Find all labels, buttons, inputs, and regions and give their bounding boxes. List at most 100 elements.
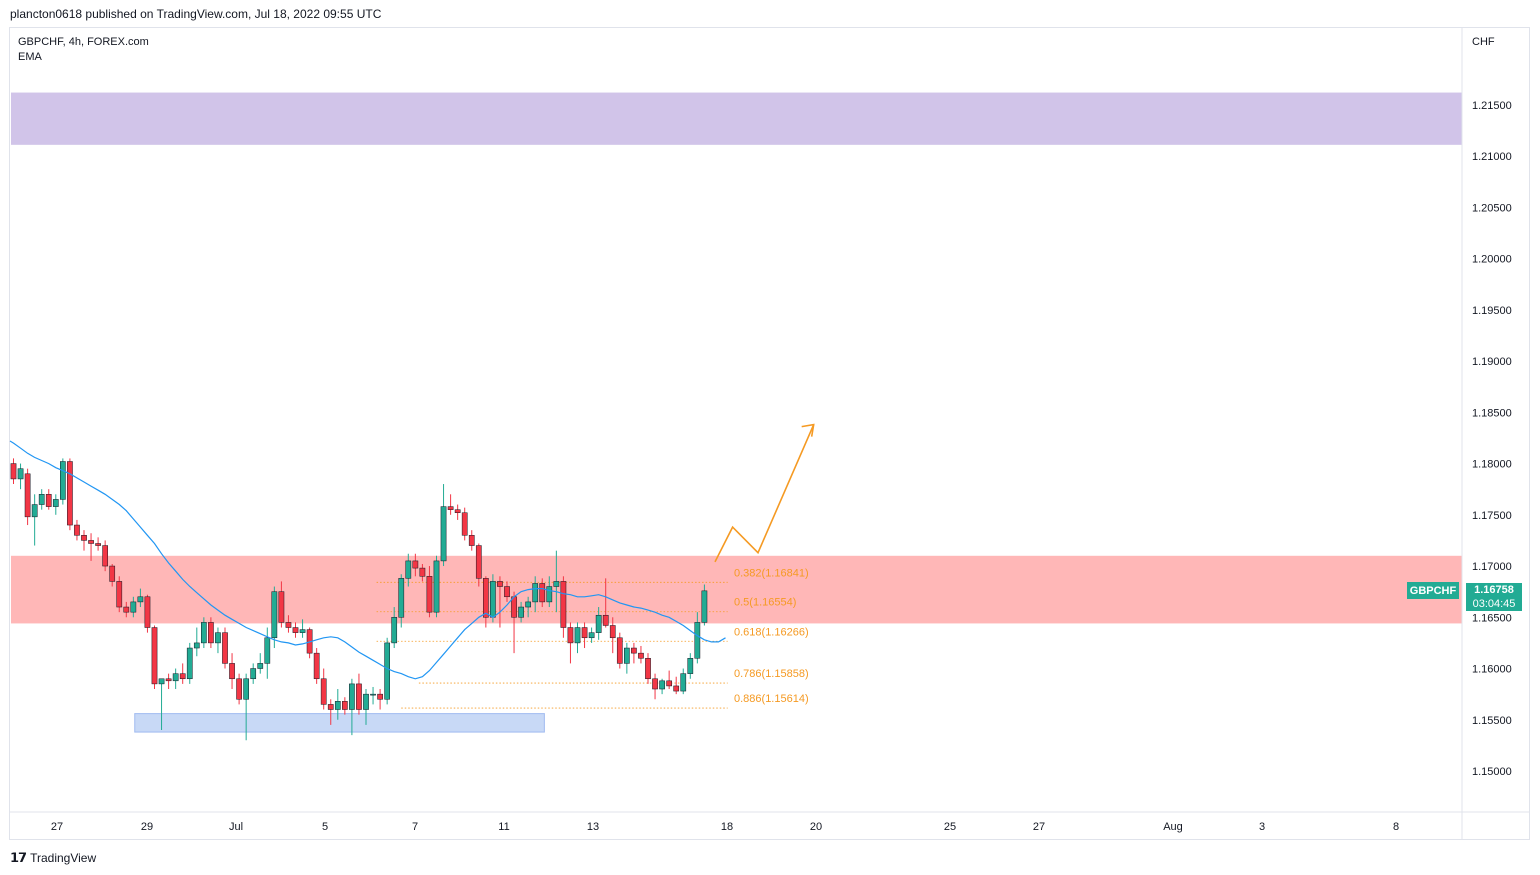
time-tick-label: 29 — [141, 821, 153, 833]
candle-body — [560, 581, 567, 628]
candle-body — [398, 578, 405, 618]
candle-body — [631, 647, 637, 654]
candle-body — [384, 642, 390, 700]
candle-body — [666, 680, 672, 687]
candle-body — [102, 545, 109, 567]
candle-body — [525, 601, 531, 608]
candle-body — [144, 596, 151, 628]
candle-body — [67, 461, 73, 526]
candle-body — [490, 581, 496, 618]
time-tick-label: 25 — [944, 821, 956, 833]
candle-body — [412, 560, 419, 569]
candle-body — [461, 512, 468, 536]
candle-body — [88, 540, 94, 544]
candle-body — [24, 473, 31, 518]
candle-body — [546, 586, 553, 603]
time-tick-label: 20 — [810, 821, 822, 833]
candle-body — [624, 647, 630, 664]
candle-body — [687, 658, 694, 674]
time-tick-label: Aug — [1163, 821, 1183, 833]
candle-body — [581, 627, 588, 639]
candle-body — [60, 461, 66, 500]
price-tick-label: 1.20000 — [1472, 254, 1512, 266]
price-tick-label: 1.16500 — [1472, 612, 1512, 624]
time-tick-label: 8 — [1393, 821, 1399, 833]
candle-body — [518, 606, 524, 618]
price-tick-label: 1.15000 — [1472, 766, 1512, 778]
time-tick-label: 11 — [498, 821, 509, 833]
price-axis: 1.21500 1.21000 1.20500 1.20000 1.19500 1.190… — [1472, 100, 1512, 778]
candle-body — [151, 627, 158, 685]
candle-body — [468, 535, 475, 546]
candle-body — [694, 622, 701, 659]
candle-body — [327, 704, 334, 710]
candle-body — [81, 535, 87, 541]
candle-body — [10, 463, 17, 480]
candle-body — [370, 693, 376, 696]
candle-body — [638, 652, 644, 659]
candle-body — [602, 614, 609, 626]
fibonacci-layer: 0.382(1.16841) 0.5(1.16554) 0.618(1.16266)… — [376, 567, 809, 709]
currency-label: CHF — [1472, 36, 1495, 48]
candle-body — [116, 581, 123, 608]
candle-body — [38, 494, 45, 505]
price-tick-label: 1.17500 — [1472, 510, 1512, 522]
candle-body — [356, 683, 362, 710]
candle-body — [292, 627, 299, 633]
candle-body — [257, 663, 264, 669]
tradingview-brand[interactable]: 𝟭𝟳 TradingView — [10, 850, 96, 866]
candle-body — [172, 673, 179, 682]
candle-body — [137, 596, 144, 603]
candle-body — [504, 586, 510, 598]
projection-path — [714, 424, 815, 563]
candle-body — [454, 509, 461, 513]
candle-body — [95, 543, 101, 546]
candle-body — [320, 678, 327, 705]
time-tick-label: 27 — [1033, 821, 1045, 833]
candle-body — [595, 614, 602, 633]
candle-body — [109, 565, 116, 582]
candle-body — [17, 468, 24, 480]
candle-body — [701, 590, 708, 623]
projection-layer — [714, 423, 815, 563]
candle-body — [264, 637, 271, 664]
time-tick-label: 7 — [412, 821, 418, 833]
price-tick-label: 1.18000 — [1472, 459, 1512, 471]
candle-body — [659, 680, 665, 690]
candles-layer — [10, 458, 708, 741]
candle-body — [511, 596, 517, 618]
candle-body — [363, 693, 369, 710]
price-tick-label: 1.15500 — [1472, 715, 1512, 727]
candle-body — [377, 693, 383, 700]
candle-body — [74, 524, 80, 536]
candle-body — [447, 506, 454, 510]
candle-body — [673, 685, 680, 692]
demand-zone — [134, 713, 545, 733]
candle-body — [130, 601, 137, 613]
candle-body — [497, 581, 503, 587]
projection-arrowhead — [801, 423, 815, 437]
candle-body — [588, 632, 595, 639]
candle-body — [574, 627, 581, 644]
candle-body — [553, 581, 560, 587]
time-tick-label: Jul — [229, 821, 243, 833]
fib-label: 0.382(1.16841) — [734, 567, 809, 579]
candle-body — [222, 632, 228, 664]
candle-body — [419, 567, 426, 577]
candle-body — [313, 652, 320, 680]
candle-body — [123, 606, 130, 613]
candle-body — [201, 622, 207, 644]
price-tick-label: 1.19500 — [1472, 305, 1512, 317]
candle-body — [433, 560, 440, 613]
bar-countdown: 03:04:45 — [1472, 597, 1516, 610]
zones-layer — [11, 92, 1462, 733]
candle-body — [475, 545, 482, 579]
candle-body — [652, 678, 658, 690]
candle-body — [31, 504, 38, 518]
last-price-value: 1.16758 — [1474, 583, 1514, 596]
resistance-zone — [11, 555, 1462, 624]
candle-body — [342, 701, 348, 710]
price-tick-label: 1.20500 — [1472, 202, 1512, 214]
candle-body — [285, 622, 292, 628]
